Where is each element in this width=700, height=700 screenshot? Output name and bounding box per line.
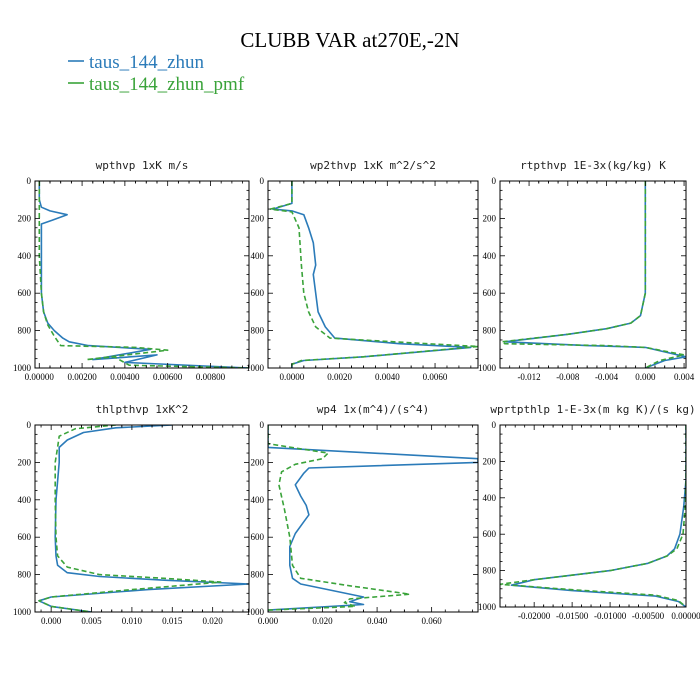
series-line-taus_144_zhun_pmf bbox=[268, 425, 411, 612]
legend-label-2: taus_144_zhun_pmf bbox=[89, 74, 245, 95]
series-group bbox=[38, 181, 249, 368]
y-tick-label: 1000 bbox=[13, 607, 32, 617]
series-group bbox=[269, 181, 478, 368]
x-tick-label: 0.005 bbox=[81, 616, 102, 626]
panel-title: wprtpthlp 1-E-3x(m kg K)/(s kg) bbox=[490, 403, 695, 416]
y-tick-label: 1000 bbox=[246, 607, 265, 617]
x-tick-label: -0.00500 bbox=[632, 611, 665, 621]
legend: taus_144_zhun taus_144_zhun_pmf bbox=[68, 52, 245, 95]
panel-2: wp2thvp 1xK m^2/s^2 0 200 400 600 800 1000 0.00… bbox=[246, 159, 479, 382]
series-group bbox=[38, 425, 249, 612]
series-line-taus_144_zhun bbox=[268, 425, 478, 612]
y-tick-label: 0 bbox=[260, 420, 265, 430]
series-group bbox=[501, 181, 686, 368]
series-line-taus_144_zhun_pmf bbox=[501, 181, 685, 368]
y-tick-label: 200 bbox=[18, 457, 32, 467]
y-tick-label: 600 bbox=[483, 529, 497, 539]
y-tick-label: 1000 bbox=[246, 363, 265, 373]
y-tick-label: 400 bbox=[483, 493, 497, 503]
x-tick-label: -0.01500 bbox=[556, 611, 589, 621]
y-tick-label: 0 bbox=[27, 176, 32, 186]
y-tick-label: 800 bbox=[251, 326, 265, 336]
x-tick-label: 0.0020 bbox=[327, 372, 352, 382]
y-tick-label: 1000 bbox=[13, 363, 32, 373]
x-tick-label: 0.000 bbox=[635, 372, 656, 382]
x-tick-label: 0.000 bbox=[258, 616, 279, 626]
x-tick-label: 0.000 bbox=[41, 616, 62, 626]
x-tick-label: 0.004 bbox=[674, 372, 695, 382]
series-line-taus_144_zhun_pmf bbox=[269, 181, 478, 368]
y-tick-label: 800 bbox=[483, 566, 497, 576]
y-tick-label: 400 bbox=[18, 495, 32, 505]
x-tick-label: -0.008 bbox=[556, 372, 580, 382]
y-tick-label: 600 bbox=[18, 288, 32, 298]
y-tick-label: 400 bbox=[483, 251, 497, 261]
x-tick-label: 0.00400 bbox=[110, 372, 140, 382]
x-tick-label: 0.060 bbox=[422, 616, 443, 626]
y-tick-label: 200 bbox=[251, 213, 265, 223]
x-tick-label: 0.020 bbox=[203, 616, 224, 626]
panel-title: wp2thvp 1xK m^2/s^2 bbox=[310, 159, 436, 172]
panel-3: rtpthvp 1E-3x(kg/kg) K 0 200 400 600 800 1000 -… bbox=[478, 159, 695, 382]
y-tick-label: 200 bbox=[18, 213, 32, 223]
y-tick-label: 600 bbox=[251, 532, 265, 542]
x-tick-label: -0.01000 bbox=[594, 611, 627, 621]
panel-title: thlpthvp 1xK^2 bbox=[96, 403, 189, 416]
series-line-taus_144_zhun_pmf bbox=[38, 181, 249, 368]
x-tick-label: 0.0060 bbox=[423, 372, 448, 382]
y-tick-label: 400 bbox=[251, 495, 265, 505]
x-tick-label: 0.010 bbox=[122, 616, 143, 626]
x-tick-label: 0.00800 bbox=[196, 372, 226, 382]
x-tick-label: 0.015 bbox=[162, 616, 183, 626]
y-tick-label: 400 bbox=[18, 251, 32, 261]
y-tick-label: 800 bbox=[251, 570, 265, 580]
y-tick-label: 1000 bbox=[478, 363, 497, 373]
panel-4: thlpthvp 1xK^2 0 200 400 600 800 1000 0.000 0.00… bbox=[13, 403, 250, 626]
y-tick-label: 200 bbox=[483, 456, 497, 466]
x-tick-label: 0.0040 bbox=[375, 372, 400, 382]
x-tick-label: 0.00600 bbox=[153, 372, 183, 382]
x-tick-label: -0.004 bbox=[595, 372, 619, 382]
y-tick-label: 600 bbox=[251, 288, 265, 298]
panel-title: wp4 1x(m^4)/(s^4) bbox=[317, 403, 430, 416]
x-tick-label: 0.0000 bbox=[279, 372, 304, 382]
y-tick-label: 600 bbox=[483, 288, 497, 298]
series-line-taus_144_zhun_pmf bbox=[500, 425, 686, 607]
series-group bbox=[268, 425, 478, 612]
y-tick-label: 600 bbox=[18, 532, 32, 542]
figure-title: CLUBB VAR at270E,-2N bbox=[240, 28, 459, 52]
y-tick-label: 200 bbox=[483, 213, 497, 223]
x-tick-label: 0.00000 bbox=[25, 372, 55, 382]
y-tick-label: 0 bbox=[492, 176, 497, 186]
series-group bbox=[500, 425, 686, 607]
y-tick-label: 0 bbox=[27, 420, 32, 430]
x-tick-label: 0.00000 bbox=[671, 611, 700, 621]
x-tick-label: 0.040 bbox=[367, 616, 388, 626]
panel-title: rtpthvp 1E-3x(kg/kg) K bbox=[520, 159, 666, 172]
panel-6: wprtpthlp 1-E-3x(m kg K)/(s kg) 0 200 400 60… bbox=[478, 403, 700, 621]
series-line-taus_144_zhun_pmf bbox=[38, 425, 222, 612]
series-line-taus_144_zhun bbox=[38, 425, 249, 612]
y-tick-label: 1000 bbox=[478, 602, 497, 612]
panel-title: wpthvp 1xK m/s bbox=[96, 159, 189, 172]
x-tick-label: -0.02000 bbox=[518, 611, 551, 621]
x-tick-label: 0.00200 bbox=[67, 372, 97, 382]
x-tick-label: -0.012 bbox=[517, 372, 540, 382]
y-tick-label: 800 bbox=[483, 326, 497, 336]
y-tick-label: 800 bbox=[18, 570, 32, 580]
y-tick-label: 400 bbox=[251, 251, 265, 261]
y-tick-label: 0 bbox=[492, 420, 497, 430]
x-tick-label: 0.020 bbox=[312, 616, 333, 626]
y-tick-label: 800 bbox=[18, 326, 32, 336]
legend-label-1: taus_144_zhun bbox=[89, 52, 205, 73]
y-tick-label: 0 bbox=[260, 176, 265, 186]
y-tick-label: 200 bbox=[251, 457, 265, 467]
